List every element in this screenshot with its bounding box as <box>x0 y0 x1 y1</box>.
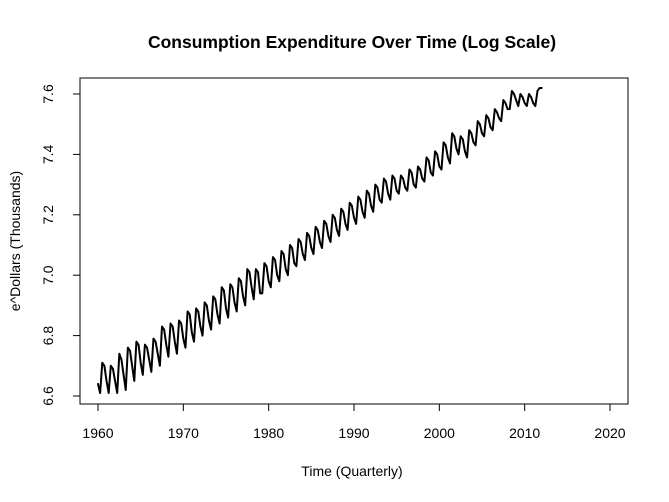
x-axis-title: Time (Quarterly) <box>301 463 402 479</box>
x-tick-label: 1990 <box>338 425 369 441</box>
x-tick-label: 1970 <box>168 425 199 441</box>
chart-title: Consumption Expenditure Over Time (Log S… <box>148 32 556 52</box>
y-tick-label: 7.4 <box>40 144 56 164</box>
x-tick-label: 2000 <box>424 425 455 441</box>
y-tick-label: 7.2 <box>40 205 56 225</box>
y-tick-label: 6.6 <box>40 386 56 406</box>
x-axis: 1960 1970 1980 1990 2000 2010 2020 <box>82 403 626 441</box>
y-axis: 6.6 6.8 7.0 7.2 7.4 7.6 <box>40 84 81 406</box>
x-tick-label: 1960 <box>82 425 113 441</box>
y-tick-label: 7.0 <box>40 265 56 285</box>
y-tick-label: 7.6 <box>40 84 56 104</box>
x-tick-label: 2020 <box>594 425 625 441</box>
y-axis-title: e^Dollars (Thousands) <box>7 171 23 311</box>
x-tick-label: 1980 <box>253 425 284 441</box>
y-tick-label: 6.8 <box>40 326 56 346</box>
x-tick-label: 2010 <box>509 425 540 441</box>
series-line <box>97 86 543 394</box>
